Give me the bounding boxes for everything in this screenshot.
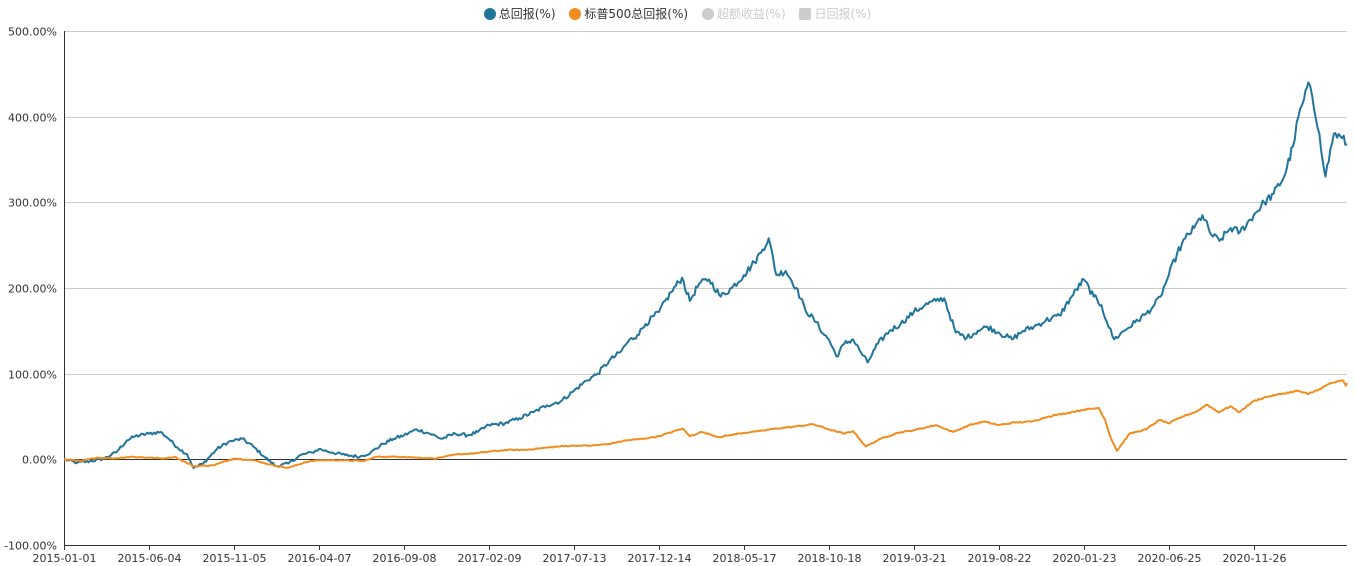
legend-item-excess-return[interactable]: 超额收益(%) bbox=[701, 6, 786, 22]
series-line-1 bbox=[63, 379, 1348, 469]
legend-item-daily-return[interactable]: 日回报(%) bbox=[799, 6, 871, 22]
y-tick-label: 500.00% bbox=[8, 26, 57, 39]
x-tick-label: 2020-11-26 bbox=[1223, 552, 1287, 565]
y-tick-label: 300.00% bbox=[8, 197, 57, 210]
chart-legend: 总回报(%) 标普500总回报(%) 超额收益(%) 日回报(%) bbox=[0, 5, 1355, 22]
x-tick-label: 2018-10-18 bbox=[798, 552, 862, 565]
x-tick-label: 2020-01-23 bbox=[1053, 552, 1117, 565]
x-tick-label: 2016-09-08 bbox=[373, 552, 437, 565]
y-tick-label: -100.00% bbox=[4, 540, 57, 553]
x-tick-label: 2015-01-01 bbox=[33, 552, 97, 565]
y-tick-label: 400.00% bbox=[8, 112, 57, 125]
x-tick-label: 2017-12-14 bbox=[628, 552, 692, 565]
x-tick-label: 2016-04-07 bbox=[288, 552, 352, 565]
legend-item-total-return[interactable]: 总回报(%) bbox=[483, 6, 556, 22]
x-tick-label: 2020-06-25 bbox=[1138, 552, 1202, 565]
legend-label-daily-return: 日回报(%) bbox=[814, 6, 872, 21]
x-tick-label: 2015-06-04 bbox=[118, 552, 182, 565]
x-tick-label: 2015-11-05 bbox=[203, 552, 267, 565]
x-tick-label: 2017-07-13 bbox=[543, 552, 607, 565]
x-tick-label: 2018-05-17 bbox=[713, 552, 777, 565]
x-tick-label: 2019-08-22 bbox=[968, 552, 1032, 565]
legend-label-excess-return: 超额收益(%) bbox=[716, 6, 786, 21]
y-tick-label: 200.00% bbox=[8, 283, 57, 296]
series-line-0 bbox=[64, 81, 1348, 469]
y-tick-label: 0.00% bbox=[22, 454, 57, 467]
legend-marker-sp500-total-return bbox=[569, 7, 582, 20]
y-tick-label: 100.00% bbox=[8, 369, 57, 382]
legend-marker-daily-return bbox=[799, 7, 812, 20]
legend-item-sp500-total-return[interactable]: 标普500总回报(%) bbox=[569, 6, 688, 22]
legend-label-sp500-total-return: 标普500总回报(%) bbox=[584, 6, 689, 21]
legend-label-total-return: 总回报(%) bbox=[498, 6, 556, 21]
x-tick-label: 2019-03-21 bbox=[883, 552, 947, 565]
x-tick-label: 2017-02-09 bbox=[458, 552, 522, 565]
legend-marker-total-return bbox=[483, 7, 496, 20]
legend-marker-excess-return bbox=[701, 7, 714, 20]
